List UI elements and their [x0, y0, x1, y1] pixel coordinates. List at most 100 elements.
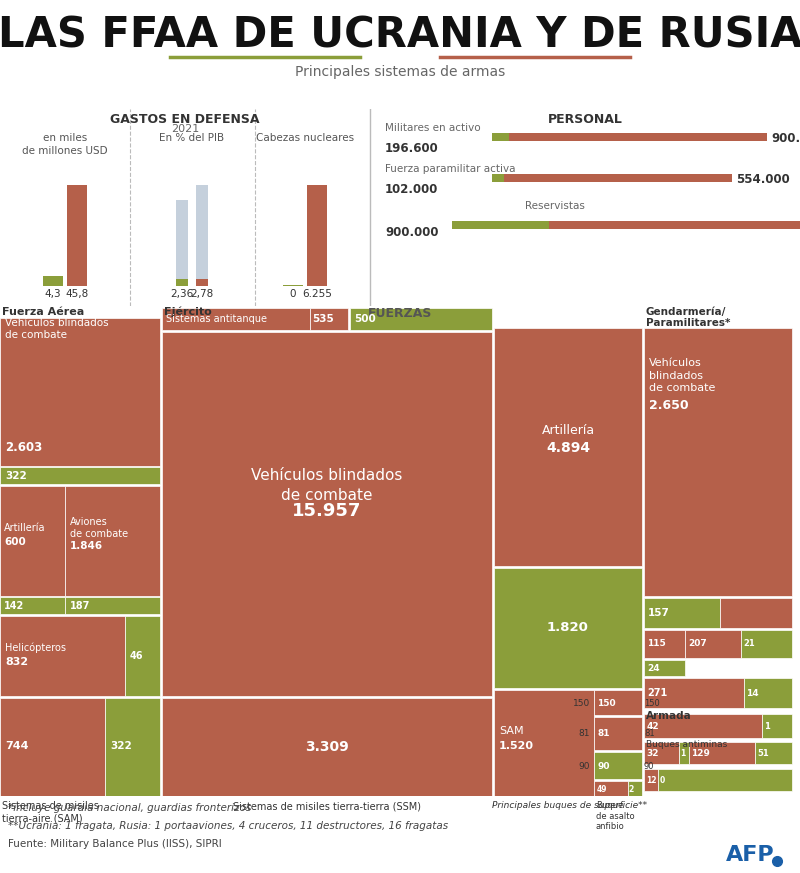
Text: 832: 832: [5, 657, 28, 667]
Bar: [689, 742, 755, 764]
Text: AFP: AFP: [726, 845, 775, 865]
Bar: [65, 485, 160, 596]
Bar: [658, 769, 792, 791]
Bar: [492, 175, 504, 182]
Text: 90: 90: [644, 761, 654, 771]
Bar: [0, 698, 105, 796]
Text: 6.255: 6.255: [302, 288, 332, 299]
Text: 322: 322: [110, 741, 132, 751]
Text: LAS FFAA DE UCRANIA Y DE RUSIA: LAS FFAA DE UCRANIA Y DE RUSIA: [0, 14, 800, 56]
Text: Militares en activo: Militares en activo: [385, 123, 481, 134]
Text: Reservistas: Reservistas: [525, 202, 585, 211]
Text: 24: 24: [647, 663, 660, 672]
Bar: [685, 630, 741, 658]
Bar: [125, 616, 160, 696]
Text: *incluye guardia nacional, guardias fronterizos: *incluye guardia nacional, guardias fron…: [8, 803, 251, 813]
Text: 150: 150: [573, 698, 590, 707]
Bar: [744, 678, 792, 708]
Text: Buque
de asalto
anfibio: Buque de asalto anfibio: [596, 801, 634, 831]
Bar: [310, 307, 348, 330]
Text: 51: 51: [757, 749, 769, 758]
Text: 500: 500: [354, 313, 376, 324]
Bar: [762, 714, 792, 738]
Text: 744: 744: [5, 741, 29, 751]
Text: 150: 150: [644, 698, 660, 707]
Text: 600: 600: [4, 537, 26, 546]
Text: 0: 0: [660, 775, 666, 785]
Text: en miles
de millones USD: en miles de millones USD: [22, 134, 108, 155]
Text: 535: 535: [312, 313, 334, 324]
Bar: [644, 598, 720, 628]
Bar: [65, 597, 160, 614]
Bar: [679, 742, 689, 764]
Bar: [452, 222, 549, 230]
Bar: [0, 597, 65, 614]
Bar: [494, 327, 642, 566]
Text: Vehículos
blindados
de combate: Vehículos blindados de combate: [649, 358, 715, 393]
Bar: [644, 714, 762, 738]
Bar: [644, 678, 744, 708]
Bar: [43, 276, 63, 285]
Bar: [307, 185, 327, 285]
Text: Vehículos blindados
de combate: Vehículos blindados de combate: [251, 469, 402, 503]
Text: 2,36: 2,36: [170, 288, 194, 299]
Text: Cabezas nucleares: Cabezas nucleares: [256, 134, 354, 143]
Text: Sistemas de misiles tierra-tierra (SSM): Sistemas de misiles tierra-tierra (SSM): [233, 801, 421, 811]
Bar: [162, 307, 310, 330]
Text: 0: 0: [290, 288, 296, 299]
Text: Armada: Armada: [646, 711, 692, 721]
Bar: [196, 185, 208, 285]
Bar: [494, 690, 594, 796]
Text: 81: 81: [644, 729, 654, 738]
Text: Gendarmería/
Paramilitares*: Gendarmería/ Paramilitares*: [646, 306, 730, 328]
Text: 115: 115: [647, 640, 666, 649]
Bar: [494, 567, 642, 688]
Text: 46: 46: [130, 651, 143, 661]
Text: Buques antiminas: Buques antiminas: [646, 740, 727, 749]
Text: 32: 32: [646, 749, 658, 758]
Text: 45,8: 45,8: [66, 288, 89, 299]
Text: 4,3: 4,3: [45, 288, 62, 299]
Bar: [176, 279, 188, 285]
Text: 15.957: 15.957: [292, 502, 362, 519]
Text: PERSONAL: PERSONAL: [547, 113, 622, 126]
Bar: [755, 742, 792, 764]
Text: 142: 142: [4, 601, 24, 611]
Bar: [644, 660, 685, 676]
Text: Helicópteros: Helicópteros: [5, 643, 66, 653]
Bar: [0, 467, 160, 484]
Text: 157: 157: [648, 608, 670, 618]
Text: 150: 150: [597, 698, 616, 707]
Text: FUERZAS: FUERZAS: [368, 306, 432, 320]
Bar: [720, 598, 792, 628]
Bar: [644, 742, 679, 764]
Bar: [741, 630, 792, 658]
Text: 90: 90: [597, 761, 610, 771]
Text: 12: 12: [646, 775, 657, 785]
Bar: [644, 327, 792, 596]
Text: 207: 207: [688, 640, 706, 649]
Bar: [162, 332, 492, 696]
Text: GASTOS EN DEFENSA: GASTOS EN DEFENSA: [110, 113, 260, 126]
Text: Sistemas antitanque: Sistemas antitanque: [166, 313, 267, 324]
Text: Artillería: Artillería: [4, 523, 46, 533]
Bar: [509, 134, 767, 141]
Bar: [176, 201, 188, 285]
Text: **Ucrania: 1 fragata, Rusia: 1 portaaviones, 4 cruceros, 11 destructores, 16 fra: **Ucrania: 1 fragata, Rusia: 1 portaavio…: [8, 821, 448, 831]
Bar: [162, 698, 492, 796]
Bar: [0, 318, 160, 466]
Text: 900.000: 900.000: [385, 226, 438, 239]
Text: 90: 90: [578, 761, 590, 771]
Bar: [594, 753, 642, 780]
Text: Fuerza Aérea: Fuerza Aérea: [2, 306, 84, 317]
Text: 21: 21: [743, 640, 754, 649]
Text: 2021: 2021: [171, 124, 199, 134]
Text: 49: 49: [597, 785, 607, 794]
Text: 1: 1: [680, 749, 686, 758]
Bar: [594, 781, 628, 796]
Text: Principales buques de superficie**: Principales buques de superficie**: [492, 801, 647, 810]
Text: Artillería: Artillería: [542, 424, 594, 437]
Bar: [0, 616, 125, 696]
Text: 1.520: 1.520: [499, 741, 534, 751]
Bar: [504, 175, 732, 182]
